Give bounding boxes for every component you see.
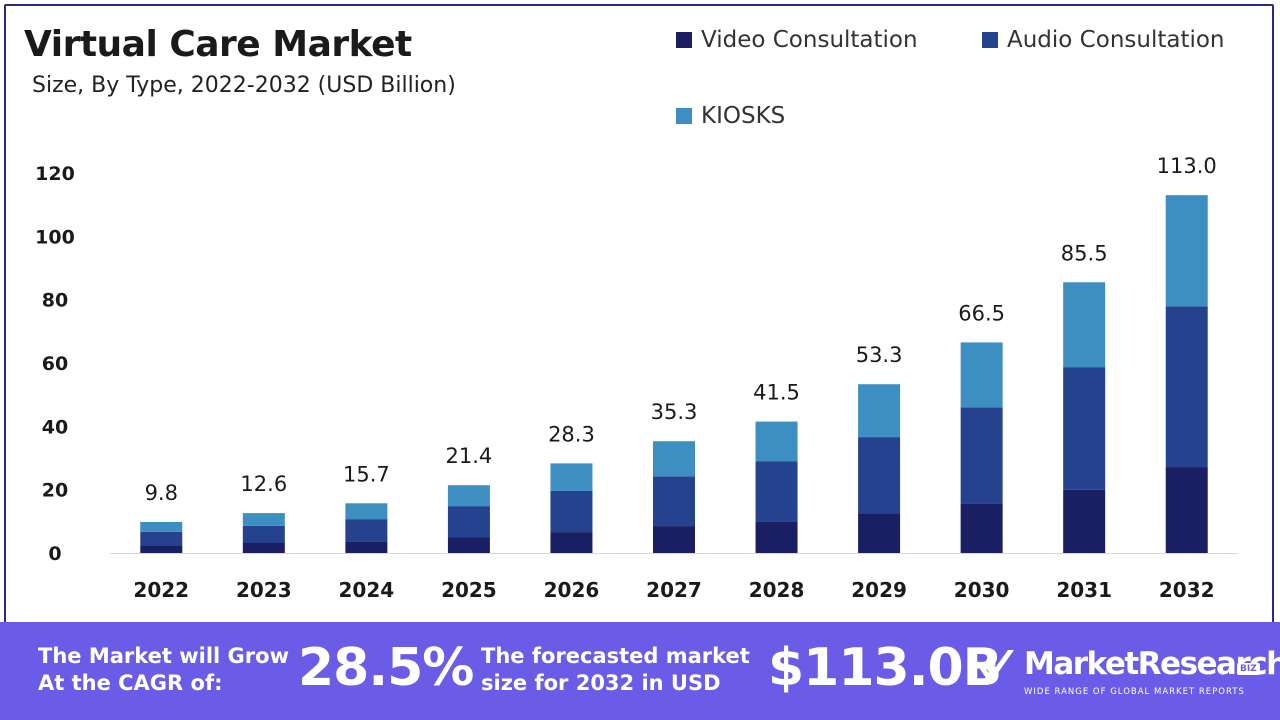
x-tick-label: 2030	[954, 578, 1010, 602]
x-tick-label: 2022	[133, 578, 189, 602]
x-tick-label: 2029	[851, 578, 907, 602]
legend-item-audio: Audio Consultation	[982, 27, 1225, 53]
footer-cagr-value: 28.5%	[298, 638, 474, 698]
bar-segment-video	[653, 526, 695, 553]
chart-subtitle: Size, By Type, 2022-2032 (USD Billion)	[32, 73, 456, 98]
bar-segment-video	[1165, 467, 1208, 553]
footer-forecast-value: $113.0B	[768, 638, 1002, 698]
legend-swatch-kiosks	[676, 108, 692, 124]
legend-item-video: Video Consultation	[676, 27, 918, 53]
bar-segment-video	[345, 541, 388, 553]
x-tick-label: 2027	[646, 578, 702, 602]
bar-segment-kiosks	[653, 441, 695, 477]
bar-segment-video	[755, 521, 798, 553]
x-tick-label: 2025	[441, 578, 497, 602]
bar-segment-audio	[447, 506, 490, 538]
bar-segment-video	[960, 503, 1003, 553]
bar-total-label: 113.0	[1157, 154, 1217, 178]
bar-segment-kiosks	[140, 521, 183, 532]
footer-forecast-label: The forecasted market size for 2032 in U…	[481, 643, 750, 697]
footer-cagr-label: The Market will Grow At the CAGR of:	[38, 643, 289, 697]
legend-label-video: Video Consultation	[701, 27, 918, 53]
bar-segment-audio	[960, 407, 1003, 504]
y-tick-label: 40	[42, 416, 68, 438]
legend-label-audio: Audio Consultation	[1007, 27, 1225, 53]
legend-label-kiosks: KIOSKS	[701, 103, 786, 129]
footer-cagr-line2: At the CAGR of:	[38, 671, 223, 695]
bar-segment-video	[858, 513, 901, 553]
bar-segment-video	[550, 532, 593, 553]
brand-tagline: WIDE RANGE OF GLOBAL MARKET REPORTS	[1024, 687, 1245, 697]
bar-total-label: 15.7	[343, 462, 390, 486]
bar-total-label: 85.5	[1061, 241, 1108, 265]
y-tick-label: 80	[42, 290, 68, 312]
bar-segment-kiosks	[345, 503, 388, 520]
footer-banner	[0, 622, 1280, 720]
bar-total-label: 53.3	[856, 343, 903, 367]
bar-segment-audio	[242, 525, 285, 543]
bar-segment-video	[447, 537, 490, 553]
bar-segment-kiosks	[550, 463, 593, 491]
brand-logo-badge: BIZ	[1237, 663, 1260, 675]
stacked-bar-chart: 0 20 40 60 80 100 120 9.8 2022 12.6 2023 15.7 2024 21…	[35, 154, 1238, 602]
y-tick-label: 120	[35, 163, 75, 185]
legend-item-kiosks: KIOSKS	[676, 103, 785, 129]
bar-segment-audio	[1165, 306, 1208, 468]
bar-segment-audio	[755, 461, 798, 522]
bar-total-label: 12.6	[240, 472, 287, 496]
bar-segment-audio	[1063, 367, 1106, 490]
bar-total-label: 9.8	[145, 481, 178, 505]
bar-total-label: 35.3	[651, 400, 698, 424]
y-tick-label: 0	[48, 543, 61, 565]
bar-total-label: 28.3	[548, 422, 595, 446]
bar-segment-audio	[858, 437, 901, 514]
bar-segment-audio	[653, 476, 695, 527]
bar-total-label: 41.5	[753, 381, 800, 405]
footer-cagr-line1: The Market will Grow	[38, 644, 289, 668]
brand-check-icon	[978, 650, 1014, 684]
y-tick-label: 100	[35, 226, 75, 248]
y-tick-label: 20	[42, 480, 68, 502]
bar-segment-kiosks	[1063, 282, 1106, 368]
legend-swatch-audio	[982, 32, 998, 48]
bar-segment-audio	[140, 531, 183, 546]
chart-title: Virtual Care Market	[24, 24, 412, 65]
bar-segment-video	[1063, 489, 1106, 553]
bar-segment-kiosks	[242, 513, 285, 526]
x-tick-label: 2026	[544, 578, 600, 602]
bar-segment-kiosks	[858, 384, 901, 438]
bar-segment-video	[140, 545, 183, 553]
bar-segment-audio	[345, 519, 388, 542]
bar-segment-kiosks	[755, 421, 798, 462]
legend-swatch-video	[676, 32, 692, 48]
x-tick-label: 2028	[749, 578, 805, 602]
footer-forecast-line2: size for 2032 in USD	[481, 671, 721, 695]
x-tick-label: 2032	[1159, 578, 1215, 602]
y-tick-label: 60	[42, 353, 68, 375]
footer-forecast-line1: The forecasted market	[481, 644, 750, 668]
bar-total-label: 21.4	[446, 444, 493, 468]
x-tick-label: 2031	[1056, 578, 1112, 602]
bar-segment-kiosks	[960, 342, 1003, 408]
x-tick-label: 2023	[236, 578, 292, 602]
bar-segment-kiosks	[1165, 195, 1208, 307]
x-tick-label: 2024	[339, 578, 395, 602]
bar-segment-kiosks	[447, 485, 490, 507]
bar-segment-video	[242, 542, 285, 553]
bar-segment-audio	[550, 490, 593, 533]
bar-total-label: 66.5	[958, 301, 1005, 325]
